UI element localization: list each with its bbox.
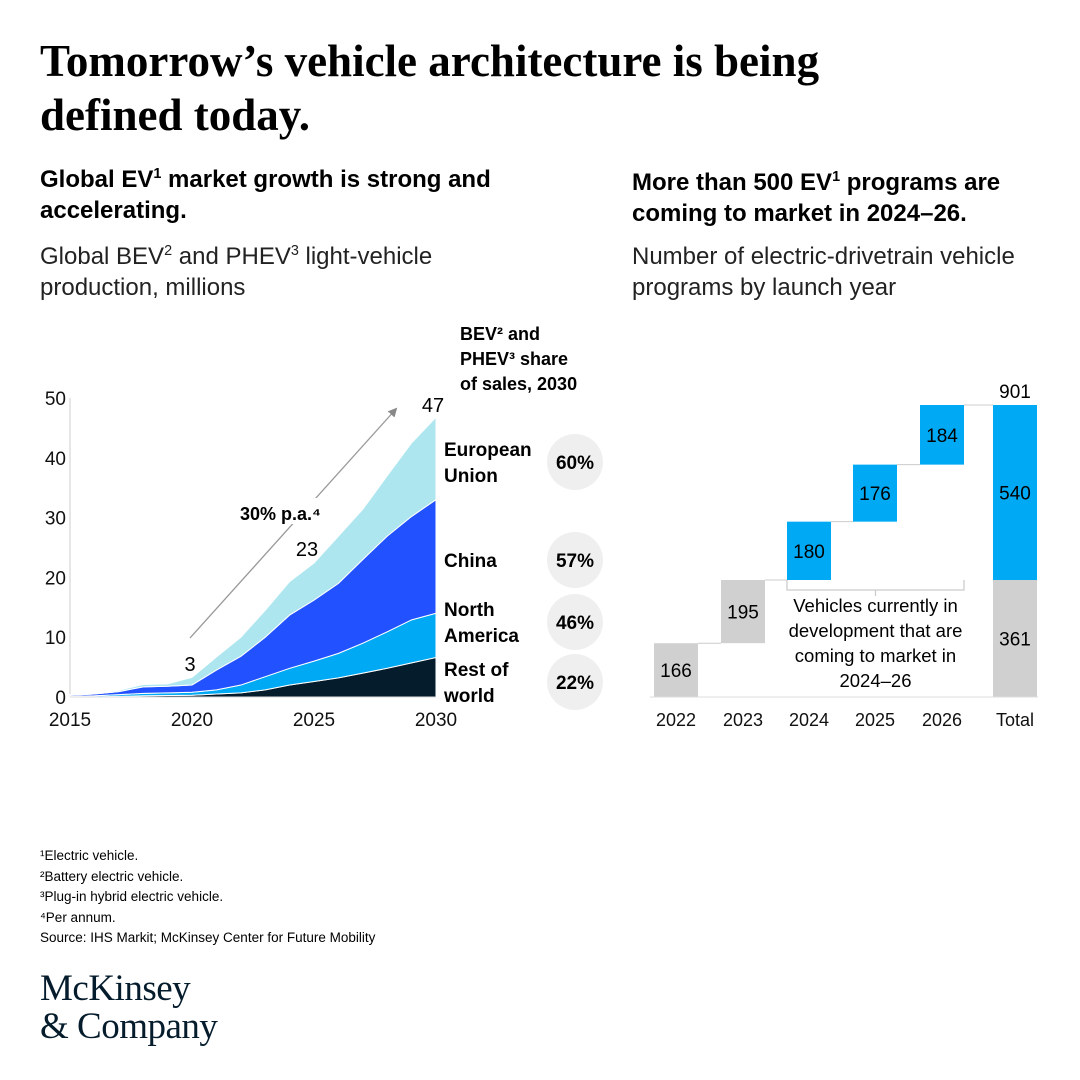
legend-label: China bbox=[444, 551, 497, 572]
left-sub-text: Global BEV bbox=[40, 243, 165, 270]
page-title: Tomorrow’s vehicle architecture is being… bbox=[40, 36, 820, 140]
mckinsey-logo: McKinsey & Company bbox=[40, 968, 218, 1047]
footnote: ³Plug-in hybrid electric vehicle. bbox=[40, 889, 224, 904]
waterfall-bar-2025 bbox=[853, 464, 897, 522]
share-value: 57% bbox=[556, 551, 594, 572]
value-label-2025: 23 bbox=[296, 539, 318, 561]
share-value: 46% bbox=[556, 613, 594, 634]
bar-value-label: 180 bbox=[793, 542, 825, 563]
share-circle bbox=[547, 532, 603, 588]
footnote-ref: 1 bbox=[832, 169, 841, 185]
share-value: 22% bbox=[556, 673, 594, 694]
share-value: 60% bbox=[556, 453, 594, 474]
legend-label: European bbox=[444, 440, 532, 461]
total-bar-segment bbox=[993, 405, 1037, 581]
waterfall-bar-2022 bbox=[654, 643, 698, 697]
waterfall-bar-2024 bbox=[787, 521, 831, 581]
legend-label: world bbox=[443, 686, 495, 707]
bar-value-label: 184 bbox=[926, 426, 958, 447]
x-category-label: 2024 bbox=[789, 710, 829, 730]
y-tick-label: 10 bbox=[45, 628, 66, 649]
logo-line: & Company bbox=[40, 1006, 218, 1047]
share-circle bbox=[547, 434, 603, 490]
footnote-ref: 1 bbox=[153, 166, 162, 182]
footnote: ¹Electric vehicle. bbox=[40, 848, 139, 863]
right-heading: More than 500 EV1 programs are coming to… bbox=[632, 167, 1052, 229]
area-european-union bbox=[69, 415, 437, 696]
bar-value-label: 166 bbox=[660, 661, 692, 682]
legend-label: North bbox=[444, 600, 495, 621]
footnote: ⁴Per annum. bbox=[40, 909, 116, 925]
x-category-label: Total bbox=[996, 710, 1034, 730]
logo-line: McKinsey bbox=[40, 968, 191, 1009]
x-category-label: 2023 bbox=[723, 710, 763, 730]
waterfall-bar-2023 bbox=[721, 580, 765, 644]
legend-label: America bbox=[444, 626, 519, 647]
x-tick-label: 2025 bbox=[293, 710, 335, 731]
right-heading-text: More than 500 EV bbox=[632, 169, 833, 196]
share-circle bbox=[547, 594, 603, 650]
x-category-label: 2025 bbox=[855, 710, 895, 730]
x-category-label: 2022 bbox=[656, 710, 696, 730]
footnote-ref: 2 bbox=[164, 243, 173, 259]
share-title: BEV² and bbox=[460, 324, 540, 344]
bracket-annotation: Vehicles currently in bbox=[793, 595, 958, 616]
share-title: PHEV³ share bbox=[460, 349, 568, 369]
x-tick-label: 2030 bbox=[415, 710, 457, 731]
total-bar-segment bbox=[993, 580, 1037, 697]
x-category-label: 2026 bbox=[922, 710, 962, 730]
waterfall-bar-2026 bbox=[920, 405, 964, 465]
bracket-annotation: 2024–26 bbox=[839, 670, 911, 691]
footnote-ref: 3 bbox=[290, 243, 299, 259]
footnotes: ¹Electric vehicle. ²Battery electric veh… bbox=[40, 846, 375, 949]
growth-label-bg bbox=[236, 498, 336, 524]
left-sub-text: light-vehicle production, millions bbox=[40, 243, 433, 301]
x-tick-label: 2020 bbox=[171, 710, 213, 731]
source: Source: IHS Markit; McKinsey Center for … bbox=[40, 930, 376, 945]
right-heading-text: programs are coming to market in 2024–26… bbox=[632, 169, 1001, 227]
total-value-label: 901 bbox=[999, 382, 1031, 403]
footnote: ²Battery electric vehicle. bbox=[40, 868, 184, 884]
bracket bbox=[786, 580, 965, 596]
bar-value-label: 361 bbox=[999, 630, 1031, 651]
share-title: of sales, 2030 bbox=[460, 374, 577, 394]
legend-label: Union bbox=[444, 466, 498, 487]
growth-label: 30% p.a.⁴ bbox=[240, 504, 321, 524]
left-sub-text: and PHEV bbox=[172, 243, 291, 270]
bar-value-label: 195 bbox=[727, 603, 759, 624]
bar-value-label: 540 bbox=[999, 484, 1031, 505]
y-tick-label: 20 bbox=[45, 568, 66, 589]
bar-value-label: 176 bbox=[859, 484, 891, 505]
bracket-annotation: coming to market in bbox=[795, 645, 956, 666]
left-heading-text: market growth is strong and accelerating… bbox=[40, 166, 491, 224]
right-subheading: Number of electric-drivetrain vehicle pr… bbox=[632, 243, 1015, 301]
left-subheading: Global BEV2 and PHEV3 light-vehicle prod… bbox=[40, 241, 500, 303]
y-tick-label: 40 bbox=[45, 449, 66, 470]
left-heading: Global EV1 market growth is strong and a… bbox=[40, 164, 500, 226]
share-circle bbox=[547, 654, 603, 710]
x-tick-label: 2015 bbox=[49, 710, 91, 731]
bracket-annotation: development that are bbox=[789, 620, 963, 641]
y-tick-label: 0 bbox=[55, 688, 66, 709]
value-label-2030: 47 bbox=[422, 395, 444, 417]
y-tick-label: 30 bbox=[45, 509, 66, 530]
y-tick-label: 50 bbox=[45, 389, 66, 410]
left-heading-text: Global EV bbox=[40, 166, 154, 193]
legend-label: Rest of bbox=[444, 660, 509, 681]
value-label-2020: 3 bbox=[184, 654, 195, 676]
